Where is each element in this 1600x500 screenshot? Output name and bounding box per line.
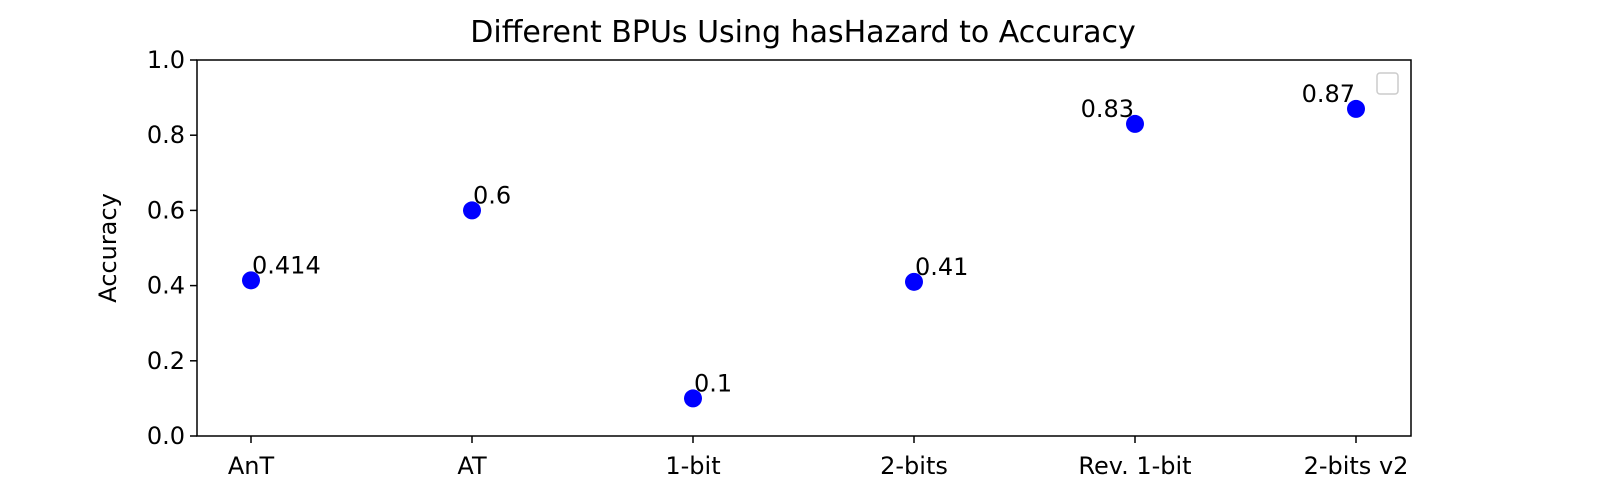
- y-axis-ticks: 0.0 0.2 0.4 0.6 0.8 1.0: [147, 46, 197, 450]
- x-tick-label: 2-bits: [880, 452, 948, 480]
- data-point: [905, 272, 923, 291]
- data-label: 0.414: [252, 251, 321, 279]
- x-axis-ticks: AnT AT 1-bit 2-bits Rev. 1-bit 2-bits v2: [228, 436, 1409, 480]
- data-label: 0.87: [1302, 80, 1355, 108]
- y-tick-label: 1.0: [147, 46, 185, 74]
- data-label: 0.1: [694, 369, 732, 397]
- data-label: 0.83: [1081, 95, 1134, 123]
- data-point: [1347, 99, 1365, 118]
- x-tick-label: AT: [457, 452, 487, 480]
- x-tick-label: AnT: [228, 452, 275, 480]
- chart-title: Different BPUs Using hasHazard to Accura…: [470, 15, 1135, 50]
- y-tick-label: 0.6: [147, 196, 185, 224]
- legend-box: [1376, 72, 1399, 95]
- x-tick-label: 1-bit: [665, 452, 720, 480]
- data-label: 0.6: [473, 181, 511, 209]
- y-tick-label: 0.0: [147, 422, 185, 450]
- data-labels: 0.414 0.6 0.1 0.41 0.83 0.87: [252, 80, 1355, 398]
- y-tick-label: 0.4: [147, 272, 185, 300]
- plot-area-frame: [196, 59, 1412, 437]
- data-label: 0.41: [915, 253, 968, 281]
- y-tick-label: 0.8: [147, 121, 185, 149]
- data-point: [242, 271, 260, 290]
- data-point: [1126, 114, 1144, 133]
- y-tick-label: 0.2: [147, 347, 185, 375]
- x-tick-label: Rev. 1-bit: [1078, 452, 1191, 480]
- y-axis-label: Accuracy: [94, 193, 122, 303]
- data-points: [242, 99, 1365, 408]
- data-point: [463, 201, 481, 220]
- x-tick-label: 2-bits v2: [1304, 452, 1409, 480]
- data-point: [684, 389, 702, 408]
